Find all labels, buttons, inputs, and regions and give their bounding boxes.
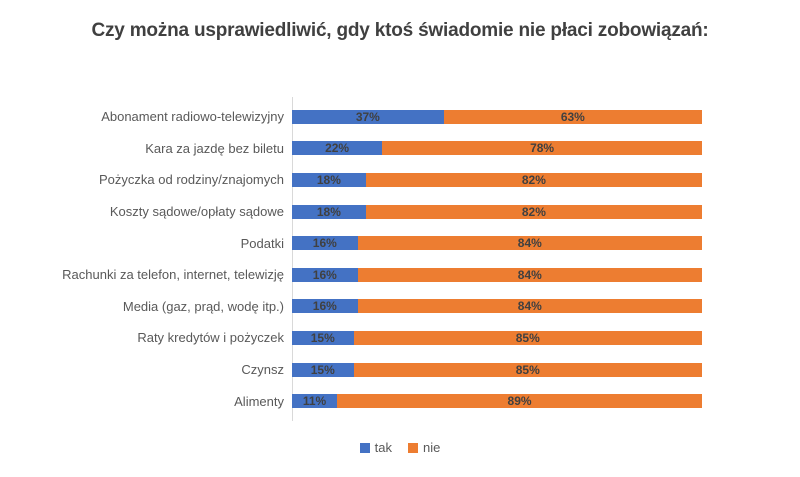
- category-label: Podatki: [240, 235, 284, 251]
- bar-row: Koszty sądowe/opłaty sądowe 18% 82%: [14, 196, 786, 228]
- bar-segment-tak: 18%: [292, 204, 366, 219]
- bar-row: Pożyczka od rodziny/znajomych 18% 82%: [14, 164, 786, 196]
- bar-segment-nie: 84%: [357, 299, 702, 314]
- bar-segment-tak: 18%: [292, 172, 366, 187]
- category-label: Alimenty: [234, 393, 284, 409]
- bar-row: Czynsz 15% 85%: [14, 354, 786, 386]
- bar-segment-tak: 16%: [292, 267, 358, 282]
- bar-segment-nie: 84%: [357, 267, 702, 282]
- data-label-nie: 84%: [517, 267, 542, 282]
- bar-track: 15% 85%: [292, 330, 702, 345]
- data-label-nie: 89%: [507, 394, 532, 409]
- bar-track: 16% 84%: [292, 299, 702, 314]
- bar-track: 15% 85%: [292, 362, 702, 377]
- bar-segment-tak: 16%: [292, 236, 358, 251]
- legend-item-tak: tak: [359, 440, 392, 455]
- data-label-tak: 16%: [312, 267, 337, 282]
- bar-segment-tak: 16%: [292, 299, 358, 314]
- bar-row: Raty kredytów i pożyczek 15% 85%: [14, 322, 786, 354]
- category-label: Media (gaz, prąd, wodę itp.): [122, 298, 284, 314]
- bar-segment-nie: 85%: [353, 362, 702, 377]
- data-label-tak: 16%: [312, 299, 337, 314]
- legend-swatch-tak: [359, 442, 370, 453]
- data-label-tak: 15%: [310, 362, 335, 377]
- bar-segment-nie: 89%: [337, 394, 702, 409]
- data-label-tak: 18%: [316, 204, 341, 219]
- bar-track: 16% 84%: [292, 267, 702, 282]
- bar-row: Podatki 16% 84%: [14, 227, 786, 259]
- bar-row: Alimenty 11% 89%: [14, 385, 786, 417]
- data-label-nie: 78%: [530, 141, 555, 156]
- bar-track: 11% 89%: [292, 394, 702, 409]
- bar-track: 16% 84%: [292, 236, 702, 251]
- bar-track: 18% 82%: [292, 204, 702, 219]
- data-label-nie: 85%: [515, 362, 540, 377]
- bar-segment-nie: 82%: [365, 172, 702, 187]
- data-label-nie: 84%: [517, 236, 542, 251]
- category-label: Raty kredytów i pożyczek: [137, 330, 284, 346]
- data-label-tak: 18%: [316, 172, 341, 187]
- data-label-nie: 82%: [521, 204, 546, 219]
- data-label-nie: 84%: [517, 299, 542, 314]
- data-label-tak: 11%: [302, 394, 327, 409]
- bar-track: 37% 63%: [292, 109, 702, 124]
- plot-area: Abonament radiowo-telewizyjny 37% 63% Kara …: [14, 97, 786, 421]
- data-label-nie: 85%: [515, 330, 540, 345]
- bar-row: Media (gaz, prąd, wodę itp.) 16% 84%: [14, 291, 786, 323]
- legend-label: nie: [422, 440, 441, 455]
- bar-track: 18% 82%: [292, 172, 702, 187]
- category-label: Czynsz: [241, 362, 284, 378]
- bar-track: 22% 78%: [292, 141, 702, 156]
- data-label-nie: 63%: [560, 109, 585, 124]
- legend-item-nie: nie: [407, 440, 441, 455]
- data-label-tak: 16%: [312, 236, 337, 251]
- category-label: Abonament radiowo-telewizyjny: [101, 109, 284, 125]
- bar-row: Abonament radiowo-telewizyjny 37% 63%: [14, 101, 786, 133]
- data-label-nie: 82%: [521, 172, 546, 187]
- category-label: Kara za jazdę bez biletu: [145, 140, 284, 156]
- data-label-tak: 15%: [310, 330, 335, 345]
- bar-segment-tak: 22%: [292, 141, 383, 156]
- data-label-tak: 37%: [355, 109, 380, 124]
- bar-segment-nie: 82%: [365, 204, 702, 219]
- legend-label: tak: [374, 440, 392, 455]
- category-label: Rachunki za telefon, internet, telewizję: [62, 267, 284, 283]
- bar-segment-nie: 63%: [443, 109, 702, 124]
- data-label-tak: 22%: [325, 141, 350, 156]
- bar-segment-tak: 15%: [292, 362, 354, 377]
- category-label: Koszty sądowe/opłaty sądowe: [109, 204, 284, 220]
- bar-rows: Abonament radiowo-telewizyjny 37% 63% Kara …: [14, 97, 786, 421]
- bar-segment-nie: 84%: [357, 236, 702, 251]
- chart-title: Czy można usprawiedliwić, gdy ktoś świad…: [91, 20, 709, 41]
- bar-segment-tak: 11%: [292, 394, 338, 409]
- legend-swatch-nie: [407, 442, 418, 453]
- bar-row: Rachunki za telefon, internet, telewizję…: [14, 259, 786, 291]
- bar-segment-tak: 37%: [292, 109, 444, 124]
- category-label: Pożyczka od rodziny/znajomych: [99, 172, 284, 188]
- bar-row: Kara za jazdę bez biletu 22% 78%: [14, 133, 786, 165]
- bar-segment-nie: 78%: [382, 141, 702, 156]
- category-axis-line: [292, 97, 293, 421]
- bar-segment-nie: 85%: [353, 330, 702, 345]
- chart-legend: tak nie: [0, 440, 800, 455]
- bar-segment-tak: 15%: [292, 330, 354, 345]
